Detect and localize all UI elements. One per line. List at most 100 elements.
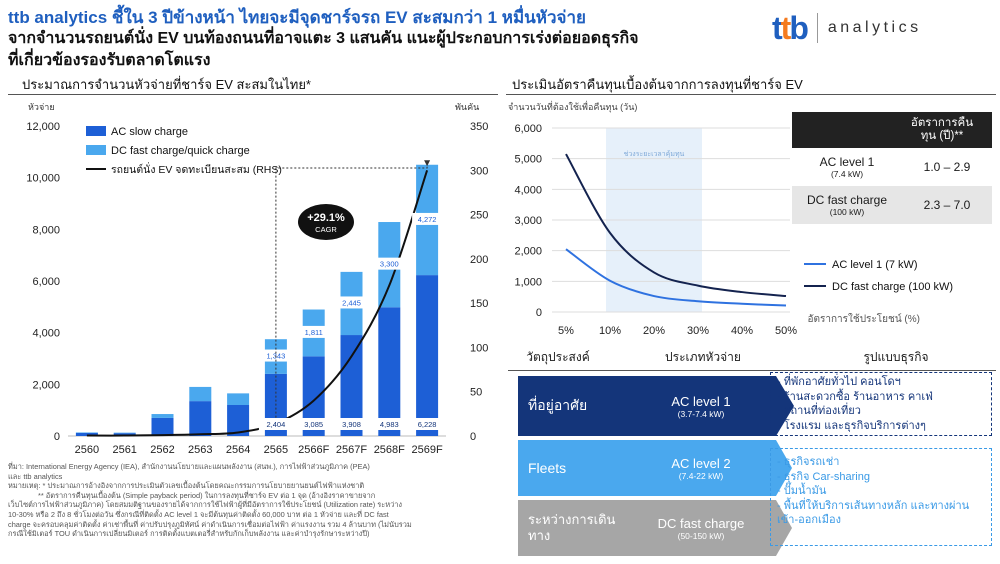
logo-mark: ttb <box>772 9 809 47</box>
biz-row-1-arrow <box>776 376 794 436</box>
payback-row-2-sub: (100 kW) <box>829 207 865 217</box>
biz-list-item: - ธุรกิจ Car-sharing <box>777 470 870 483</box>
bar-ac-slow-charge <box>340 335 363 436</box>
bar-ac-slow-charge <box>378 307 401 436</box>
x-tick-label: 2561 <box>112 444 136 456</box>
legend-label-dc: DC fast charge/quick charge <box>111 145 250 157</box>
data-label-bg <box>334 418 369 430</box>
data-label-bg <box>298 325 329 338</box>
data-label-dc: 1,811 <box>305 328 323 337</box>
note-2: ** อัตราการคืนทุนเบื้องต้น (Simple payba… <box>38 490 376 500</box>
line-x-tick: 5% <box>558 325 574 337</box>
line-y-tick: 4,000 <box>514 184 542 196</box>
subheadline-line-1: จากจำนวนรถยนต์นั่ง EV บนท้องถนนที่อาจแตะ… <box>8 30 639 47</box>
bar-ac-slow-charge <box>416 275 439 436</box>
x-tick-label: 2564 <box>226 444 250 456</box>
y2-tick-label: 100 <box>470 342 488 354</box>
bar-ac-slow-charge <box>151 417 174 436</box>
payback-table: อัตราการคืนทุน (ปี)** AC level 1 (7.4 kW… <box>792 112 992 224</box>
y2-tick-label: 50 <box>470 387 482 399</box>
ttb-analytics-logo: ttb analytics <box>772 8 994 48</box>
biz-row-2-spec: (7.4-22 kW) <box>678 470 724 481</box>
line-y-tick: 0 <box>536 307 542 319</box>
legend-label-ac: AC slow charge <box>111 126 188 138</box>
biz-list-item-text: พื้นที่ให้บริการเส้นทางหลัก และทางผ่านเข… <box>777 499 970 527</box>
y2-tick-label: 250 <box>470 210 488 222</box>
footnotes: ที่มา: International Energy Agency (IEA)… <box>8 462 498 539</box>
data-label-ac: 3,085 <box>304 420 323 429</box>
legend-swatch-dc <box>86 145 106 155</box>
data-label-bg <box>296 418 331 430</box>
biz-list-item-text: ธุรกิจรถเช่า <box>783 456 840 468</box>
data-label-ac: 6,228 <box>418 420 437 429</box>
biz-list-item: - ธุรกิจรถเช่า <box>777 456 840 468</box>
right-title-rule <box>506 94 996 95</box>
bar-dc-fast-charge <box>227 393 250 405</box>
payback-row-2-name: DC fast charge <box>806 193 888 207</box>
x-tick-label: 2566F <box>298 444 329 456</box>
payback-line-chart: จำนวนวันที่ต้องใช้เพื่อคืนทุน (วัน) ช่วงร… <box>508 100 953 337</box>
data-label-ac: 4,983 <box>380 420 399 429</box>
subheadline-line-2: ที่เกี่ยวข้องรองรับตลาดโตแรง <box>8 52 211 69</box>
data-label-bg <box>258 418 293 430</box>
business-model-table: วัตถุประสงค์ ประเภทหัวจ่าย รูปแบบธุรกิจ … <box>506 346 996 562</box>
y-tick-label: 8,000 <box>32 224 60 236</box>
biz-row-3-type: DC fast charge <box>657 515 745 531</box>
biz-row-2-type-cell: AC level 2 (7.4-22 kW) <box>626 440 776 496</box>
y-tick-label: 0 <box>54 431 60 443</box>
payback-row-1-name: AC level 1 <box>819 155 875 169</box>
data-label-dc: 3,300 <box>380 260 399 269</box>
payback-table-header: อัตราการคืนทุน (ปี)** <box>892 112 992 148</box>
bar-ac-slow-charge <box>189 401 212 436</box>
y-tick-label: 2,000 <box>32 379 60 391</box>
left-axis-unit: หัวจ่าย <box>28 102 55 112</box>
right-chart-title: ประเมินอัตราคืนทุนเบื้องต้นจากการลงทุนที… <box>512 77 803 92</box>
biz-list-item: - ร้านสะดวกซื้อ ร้านอาหาร คาเฟ่ <box>777 390 933 403</box>
ev-charger-bar-chart: หัวจ่าย พันคัน 0 2,000 4,000 6,000 8,000 10,000… <box>26 102 488 456</box>
y-tick-label: 10,000 <box>26 173 60 185</box>
y2-tick-label: 150 <box>470 298 488 310</box>
note-3: เว็บไซต์การไฟฟ้าส่วนภูมิภาค) โดยสมมติฐาน… <box>8 500 402 510</box>
biz-list-item: - สถานที่ท่องเที่ยว <box>777 405 861 417</box>
line-x-label: อัตราการใช้ประโยชน์ (%) <box>808 312 920 325</box>
line-y-tick: 3,000 <box>514 215 542 227</box>
biz-list-item-text: ธุรกิจ Car-sharing <box>783 470 870 483</box>
line-x-tick: 20% <box>643 325 665 337</box>
biz-list-item: - พื้นที่ให้บริการเส้นทางหลัก และทางผ่าน… <box>777 499 970 527</box>
logo-word: analytics <box>827 19 922 36</box>
cagr-label: CAGR <box>315 225 337 234</box>
line-x-tick: 40% <box>731 325 753 337</box>
biz-row-2-type: AC level 2 <box>671 455 731 471</box>
biz-list-fleets: - ธุรกิจรถเช่า - ธุรกิจ Car-sharing - ปั… <box>770 448 992 546</box>
line-x-tick: 50% <box>775 325 797 337</box>
bar-ac-slow-charge <box>75 432 98 436</box>
biz-row-3-purpose: ระหว่างการเดินทาง <box>518 500 626 556</box>
x-tick-label: 2569F <box>411 444 442 456</box>
y-tick-label: 6,000 <box>32 276 60 288</box>
left-title-rule <box>8 94 498 95</box>
biz-row-2-purpose: Fleets <box>518 440 626 496</box>
biz-row-3-type-cell: DC fast charge (50-150 kW) <box>626 500 776 556</box>
biz-row-3-spec: (50-150 kW) <box>677 530 725 541</box>
data-label-dc: 2,445 <box>342 298 361 307</box>
logo-mark-b: b <box>789 9 808 46</box>
line-y-tick: 2,000 <box>514 246 542 258</box>
biz-row-3-arrow <box>776 500 792 556</box>
data-label-bg <box>372 418 407 430</box>
biz-list-item: - โรงแรม และธุรกิจบริการต่างๆ <box>777 419 926 432</box>
payback-row-1-sub: (7.4 kW) <box>830 169 864 179</box>
logo-separator <box>816 13 818 43</box>
biz-list-item: - ปั๊มน้ำมัน <box>777 485 827 497</box>
data-label-bg <box>410 418 445 430</box>
y2-tick-label: 200 <box>470 254 488 266</box>
y2-tick-label: 0 <box>470 431 476 443</box>
biz-list-item-text: โรงแรม และธุรกิจบริการต่างๆ <box>783 419 926 432</box>
line-y-label: จำนวนวันที่ต้องใช้เพื่อคืนทุน (วัน) <box>508 100 637 113</box>
payback-row-1: AC level 1 (7.4 kW) 1.0 – 2.9 <box>792 148 992 186</box>
headline: ttb analytics ชี้ใน 3 ปีข้างหน้า ไทยจะมี… <box>8 8 586 27</box>
note-source-2: และ ttb analytics <box>8 471 63 481</box>
data-label-dc: 4,272 <box>418 215 437 224</box>
logo-mark-t1: t <box>772 9 783 46</box>
line-legend-label: AC level 1 (7 kW) <box>832 259 918 271</box>
line-y-tick: 1,000 <box>514 276 542 288</box>
